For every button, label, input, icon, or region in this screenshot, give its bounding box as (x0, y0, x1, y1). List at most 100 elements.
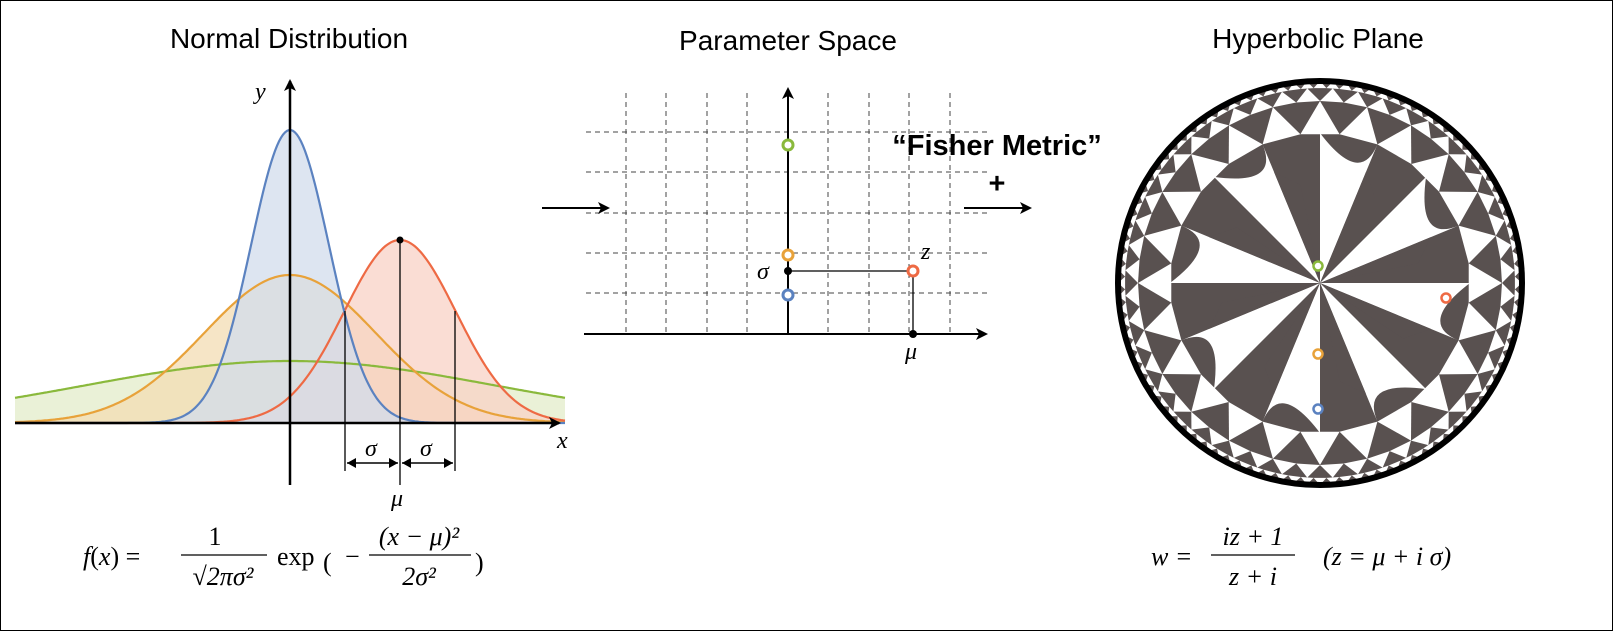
dark-tile (1320, 237, 1431, 283)
sigma-axis-point (784, 267, 792, 275)
white-tile (1462, 149, 1472, 160)
white-tile (1191, 374, 1229, 412)
sigma-axis-label: σ (757, 259, 770, 285)
normal-distribution-panel: σ σ μ x y (14, 79, 568, 512)
white-tile (1439, 340, 1478, 375)
white-tile (1250, 451, 1273, 468)
white-tile (1177, 416, 1187, 426)
mobius-lhs: w = (1151, 542, 1192, 571)
white-tile (1495, 306, 1512, 331)
white-tile (1135, 330, 1152, 353)
white-tile (1411, 120, 1431, 139)
white-tile (1300, 101, 1340, 135)
dark-tile (1264, 283, 1320, 394)
white-tile (1138, 263, 1172, 303)
white-tile (1300, 81, 1314, 89)
white-tile (1443, 131, 1454, 141)
white-tile (1173, 154, 1192, 173)
peak-point (396, 236, 404, 244)
formula-exp: exp (277, 542, 315, 571)
blue-parameter-point (781, 288, 795, 302)
formula-denominator: √2πσ² (193, 562, 255, 591)
white-tile (1488, 330, 1505, 353)
red-disk-point (1440, 292, 1452, 304)
white-tile (1500, 259, 1515, 283)
white-tile (1488, 213, 1505, 236)
y-axis-label: y (253, 79, 266, 105)
white-tile (1512, 251, 1521, 264)
white-tile (1464, 172, 1483, 192)
white-tile (1506, 226, 1516, 239)
mu-axis-label: μ (904, 339, 917, 365)
white-tile (1191, 411, 1210, 430)
white-tile (1159, 159, 1170, 170)
white-tile (1275, 472, 1289, 482)
white-tile (1125, 259, 1140, 283)
white-tile (1509, 314, 1519, 328)
white-tile (1262, 283, 1320, 433)
mu-axis-point (909, 330, 917, 338)
formula-numerator: 1 (209, 522, 222, 551)
mobius-denominator: z + i (1228, 562, 1277, 591)
white-tile (1439, 191, 1478, 226)
white-tile (1262, 107, 1301, 145)
white-tile (1514, 263, 1522, 277)
red-curve-fill (15, 240, 565, 423)
white-tile (1343, 458, 1368, 475)
white-tile (1377, 402, 1412, 441)
white-tile (1367, 451, 1390, 468)
white-tile (1177, 140, 1187, 150)
white-tile (1145, 192, 1163, 214)
white-tile (1433, 122, 1444, 133)
white-tile (1272, 91, 1297, 108)
formula-paren-close: ) (475, 548, 484, 577)
white-tile (1462, 406, 1472, 417)
white-tile (1296, 88, 1320, 103)
white-tile (1159, 396, 1170, 407)
white-tile (1272, 458, 1297, 475)
white-tile (1263, 469, 1276, 479)
white-tile (1320, 463, 1344, 478)
dark-tile (1274, 172, 1320, 283)
white-tile (1320, 176, 1459, 283)
title-hyperbolic-plane: Hyperbolic Plane (1212, 23, 1424, 54)
white-tile (1209, 120, 1229, 139)
white-tile (1448, 154, 1467, 173)
white-tile (1448, 393, 1467, 412)
red-parameter-point (906, 264, 920, 278)
white-tile (1144, 302, 1182, 341)
svg-text:f(x) =: f(x) = (83, 542, 140, 571)
mobius-numerator: iz + 1 (1223, 522, 1284, 551)
white-tile (1173, 393, 1192, 412)
white-tile (1263, 87, 1276, 97)
green-parameter-point (781, 138, 795, 152)
white-tile (1170, 225, 1320, 283)
white-tile (1121, 314, 1131, 328)
formula-inner-numerator: (x − μ)² (379, 522, 460, 551)
white-tile (1411, 374, 1449, 412)
white-tile (1118, 263, 1126, 277)
dark-tile (1320, 283, 1431, 339)
white-tile (1144, 225, 1182, 264)
white-tile (1209, 427, 1229, 446)
white-tile (1512, 302, 1521, 315)
sigma-label-left: σ (365, 436, 378, 462)
white-tile (1125, 283, 1140, 307)
orange-disk-point (1312, 348, 1324, 360)
white-tile (1213, 144, 1320, 283)
z-label: z (920, 239, 931, 265)
white-tile (1275, 84, 1289, 94)
mobius-formula: w = iz + 1 z + i (z = μ + i σ) (1151, 522, 1451, 591)
white-tile (1168, 149, 1178, 160)
white-tile (1128, 306, 1145, 331)
white-tile (1364, 469, 1377, 479)
white-tile (1229, 440, 1251, 458)
white-tile (1229, 108, 1251, 126)
white-tile (1367, 98, 1390, 115)
white-tile (1118, 276, 1126, 290)
white-tile (1300, 477, 1314, 485)
dark-tile (1209, 283, 1320, 329)
white-tile (1320, 283, 1470, 341)
white-tile (1453, 416, 1463, 426)
dark-tile (1320, 283, 1366, 394)
